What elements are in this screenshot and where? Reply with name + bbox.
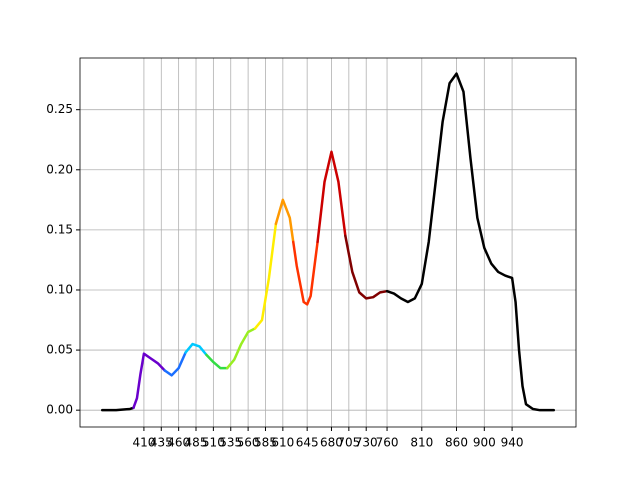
spectrum-line [226,327,257,370]
y-tick-label: 0.10 [46,282,73,296]
x-tick-label: 560 [237,436,260,450]
spectrum-line [385,72,556,412]
x-tick-label: 535 [219,436,242,450]
x-tick-label: 860 [445,436,468,450]
x-tick-label: 940 [501,436,524,450]
x-tick-label: 610 [271,436,294,450]
x-tick-label: 760 [376,436,399,450]
x-tick-label: 460 [167,436,190,450]
plot-frame [79,57,577,428]
y-tick-label: 0.05 [46,343,73,357]
spectrum-line [344,234,389,300]
x-tick-label: 485 [185,436,208,450]
spectrum-line [184,342,208,357]
spectrum-line [132,352,167,410]
x-tick-label: 900 [473,436,496,450]
y-tick-label: 0.15 [46,222,73,236]
x-tick-label: 730 [355,436,378,450]
x-tick-label: 510 [202,436,225,450]
x-tick-label: 435 [150,436,173,450]
spectrum-line [274,198,295,244]
x-tick-label: 645 [296,436,319,450]
y-tick-label: 0.00 [46,403,73,417]
spectrum-line [292,240,319,306]
spectrum-line [163,351,187,377]
x-tick-label: 680 [320,436,343,450]
x-tick-label: 410 [132,436,155,450]
y-tick-label: 0.20 [46,162,73,176]
y-tick-label: 0.25 [46,102,73,116]
spectrum-line [100,406,135,412]
x-tick-label: 810 [410,436,433,450]
spectrum-line [253,222,278,330]
x-tick-label: 705 [337,436,360,450]
x-tick-label: 585 [254,436,277,450]
spectrum-line [316,150,347,244]
spectrum-line [205,353,229,370]
